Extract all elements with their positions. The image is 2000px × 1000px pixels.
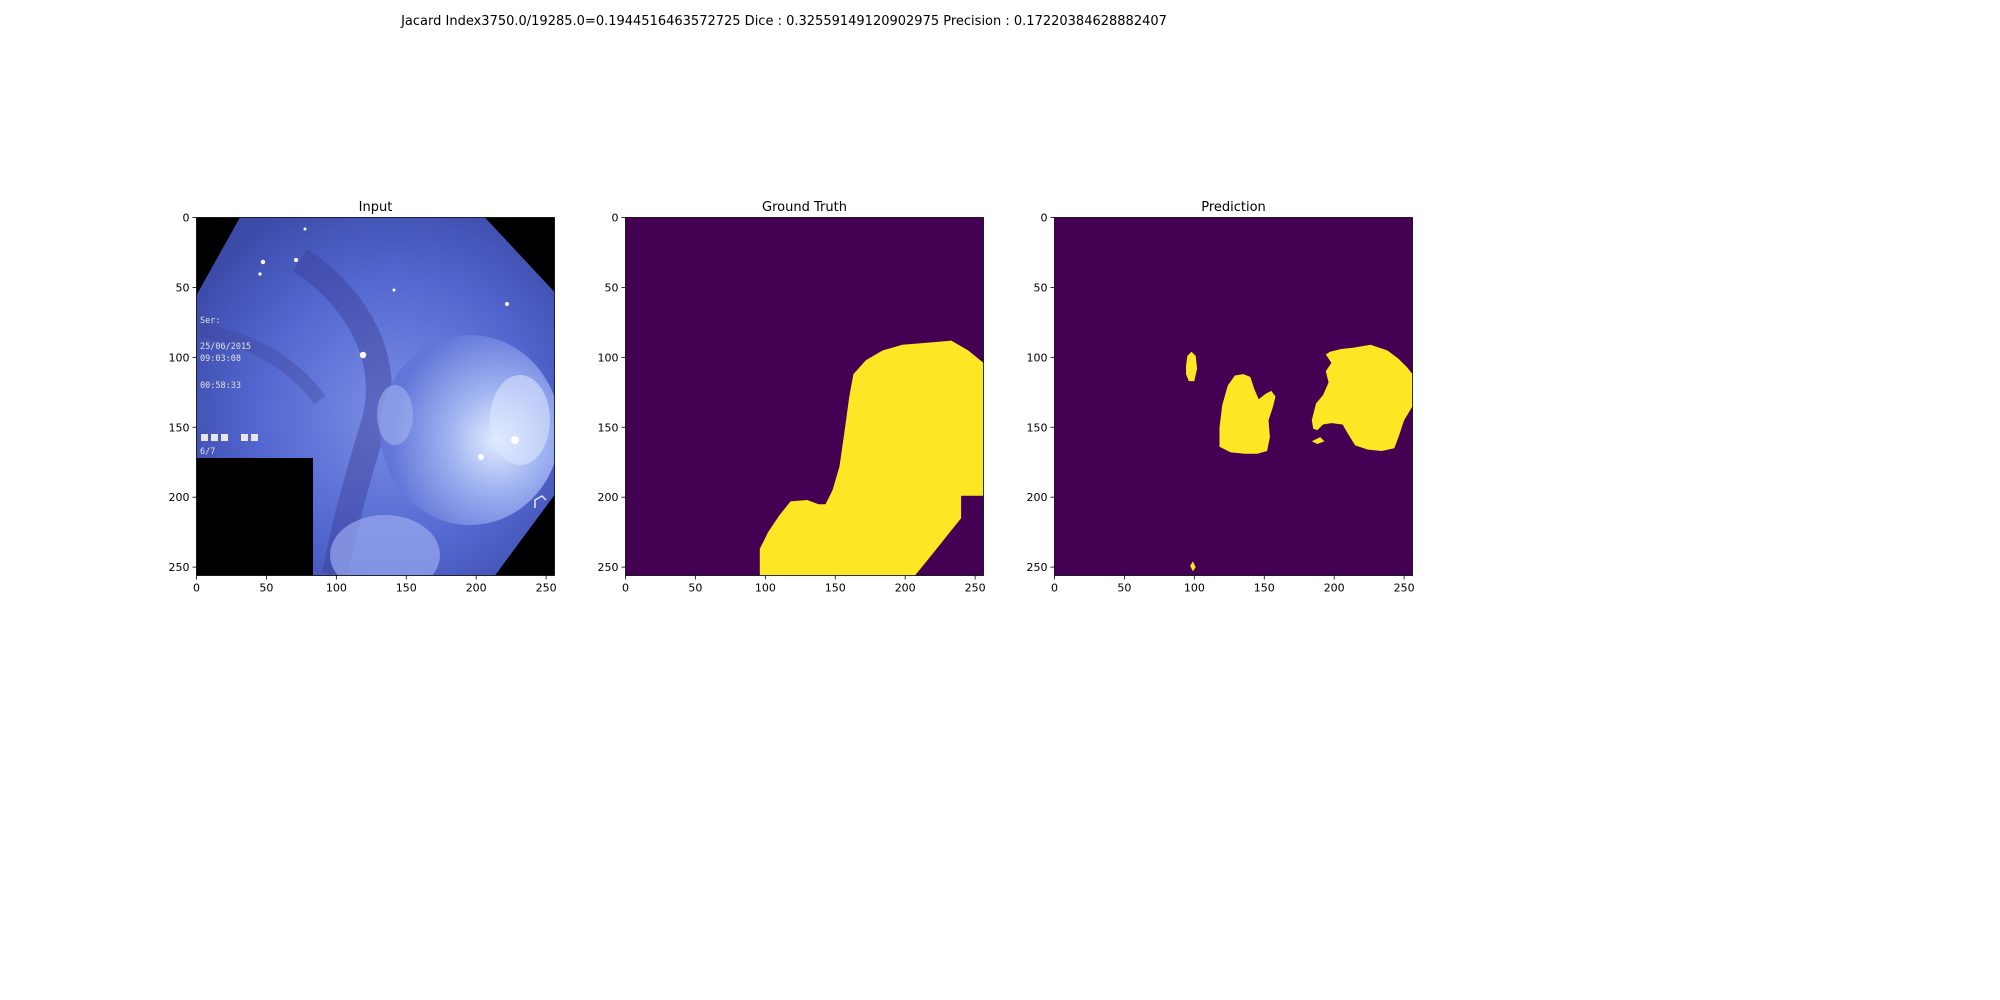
mask-region-blob-a [1186,351,1198,382]
overlay-text-elapsed: 00:58:33 [200,381,241,391]
mask-region-blob-e [1190,561,1196,572]
mask-region-blob-b [1219,374,1276,454]
figure-suptitle: Jacard Index3750.0/19285.0=0.19445164635… [400,14,1167,29]
y-tick-label: 250 [1027,561,1048,574]
x-tick-label: 250 [965,582,986,595]
y-tick-label: 200 [1027,491,1048,504]
x-tick-label: 50 [1117,582,1131,595]
x-tick-label: 150 [396,582,417,595]
x-tick-label: 0 [1051,582,1058,595]
plot-frame [625,217,984,576]
plot-frame [1054,217,1413,576]
y-tick-label: 100 [1027,351,1048,364]
y-tick-label: 0 [612,212,619,225]
y-tick-label: 0 [1041,212,1048,225]
input-image [196,217,555,576]
overlay-text-ser: Ser: [200,316,220,326]
y-tick-label: 200 [169,491,190,504]
y-tick-label: 250 [169,561,190,574]
mask-region-blob-d [1311,437,1325,444]
panel-prediction: Prediction 0 50 100 150 200 25005010015020025… [1027,200,1415,595]
panel-title: Prediction [1201,200,1266,215]
x-tick-label: 50 [688,582,702,595]
y-tick-label: 50 [605,281,619,294]
mask-region-mask [759,340,984,576]
x-tick-label: 100 [755,582,776,595]
panel-ground-truth: Ground Truth 0 50 100 150 200 250050100150200… [598,200,986,595]
y-tick-label: 250 [598,561,619,574]
overlay-text-time: 09:03:08 [200,354,241,364]
plot-frame [196,217,555,576]
x-tick-label: 100 [326,582,347,595]
x-tick-label: 200 [895,582,916,595]
mask-region-blob-c [1311,344,1413,451]
y-tick-label: 150 [1027,421,1048,434]
x-tick-label: 150 [1254,582,1275,595]
x-tick-label: 200 [1324,582,1345,595]
x-tick-label: 250 [536,582,557,595]
x-tick-label: 50 [259,582,273,595]
x-tick-label: 200 [466,582,487,595]
overlay-text-date: 25/06/2015 [200,342,251,352]
y-tick-label: 200 [598,491,619,504]
y-tick-label: 100 [598,351,619,364]
y-tick-label: 50 [1034,281,1048,294]
y-tick-label: 100 [169,351,190,364]
x-tick-label: 0 [193,582,200,595]
panel-title: Input [359,200,393,215]
y-tick-label: 0 [183,212,190,225]
overlay-text-index: 6/7 [200,447,215,457]
panel-title: Ground Truth [762,200,847,215]
y-tick-label: 150 [598,421,619,434]
x-tick-label: 100 [1184,582,1205,595]
figure: Jacard Index3750.0/19285.0=0.19445164635… [169,14,1415,595]
input-overlay-text: Ser: 25/06/2015 09:03:08 00:58:33 6/7 [200,316,251,457]
y-tick-label: 150 [169,421,190,434]
x-tick-label: 0 [622,582,629,595]
panel-input: Input Ser: 2 [169,200,557,595]
y-tick-label: 50 [176,281,190,294]
x-tick-label: 150 [825,582,846,595]
x-tick-label: 250 [1394,582,1415,595]
